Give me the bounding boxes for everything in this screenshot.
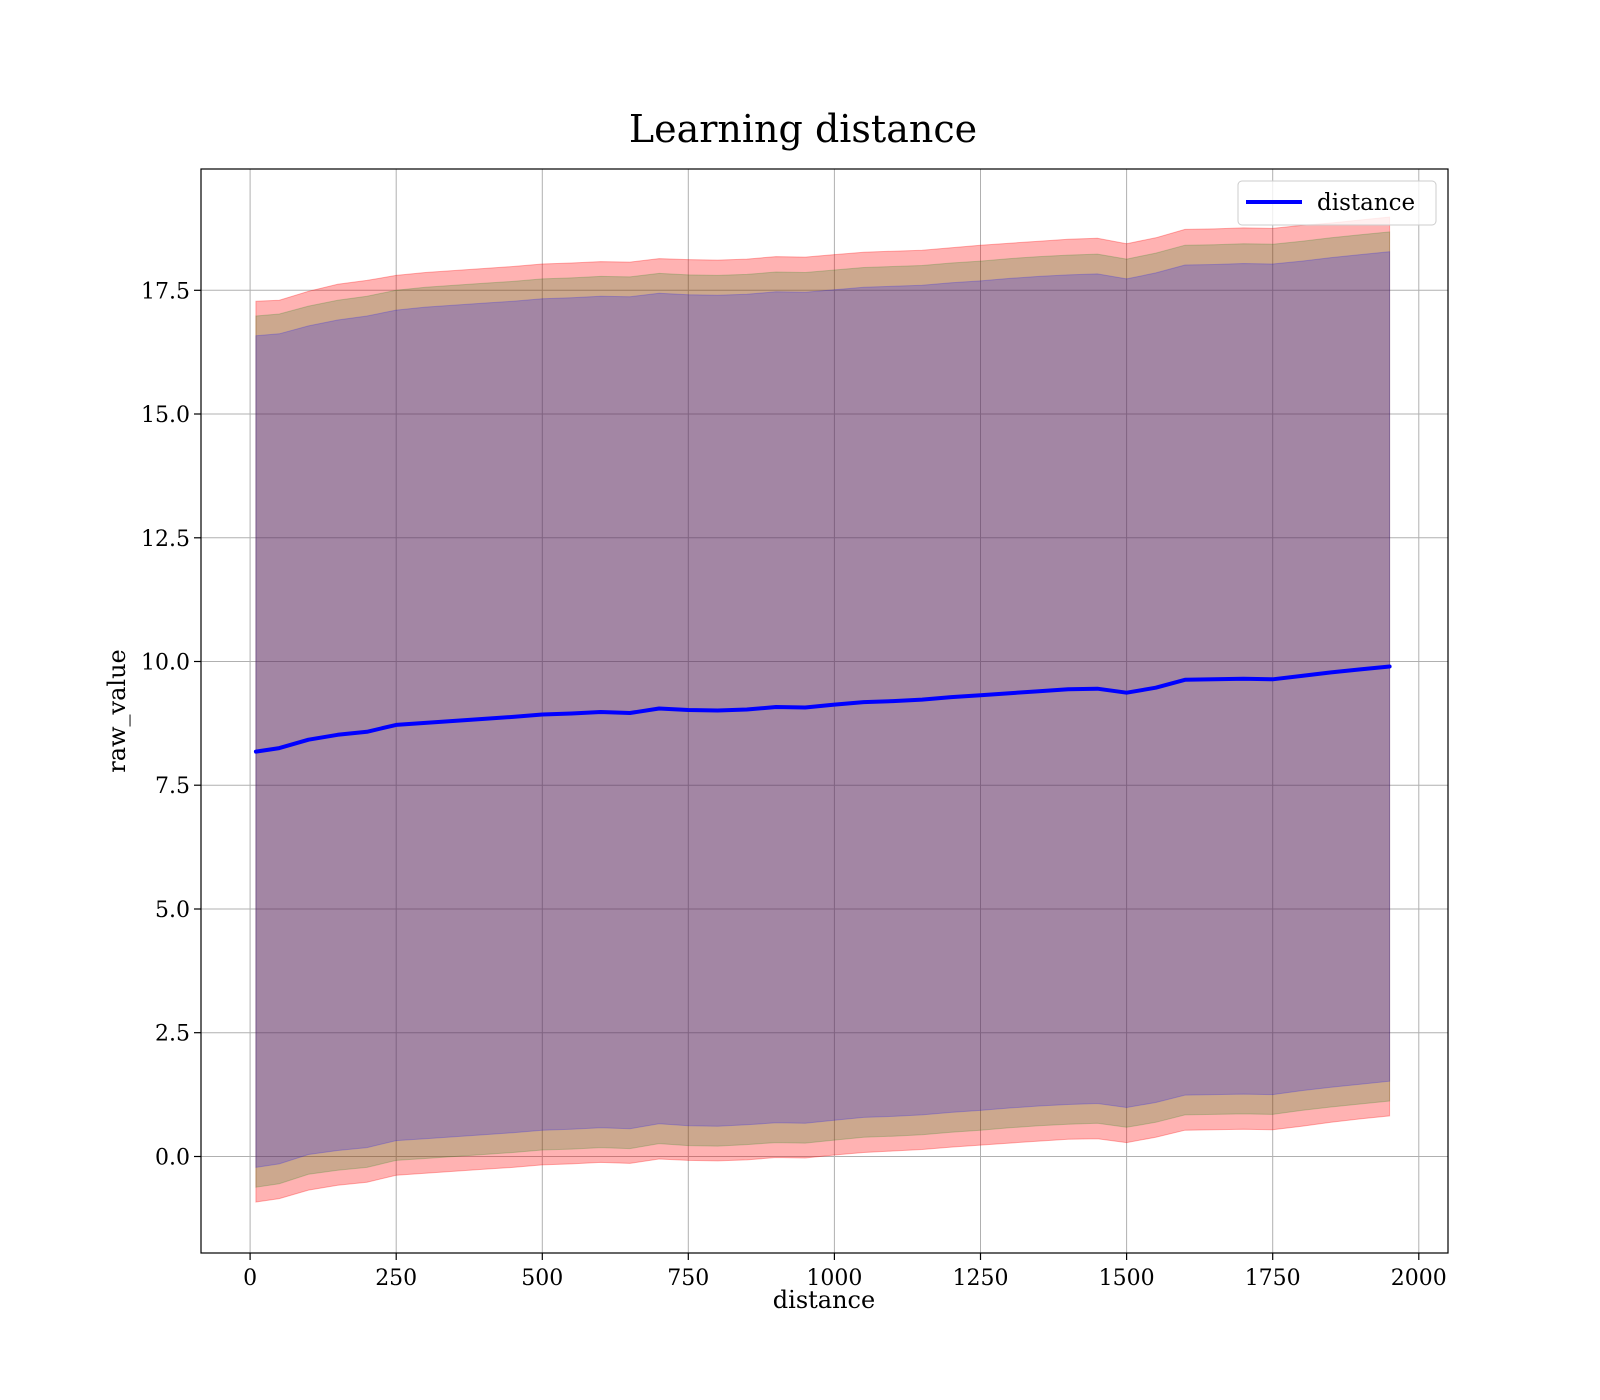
confidence-band [255,231,1391,1188]
x-tick-label: 750 [667,1266,709,1291]
confidence-band [255,216,1391,1203]
confidence-bands [255,216,1391,1203]
legend-label-distance: distance [1317,190,1415,216]
x-tick-label: 0 [243,1266,257,1291]
y-tick-label: 5.0 [155,898,190,923]
y-tick-label: 2.5 [155,1022,190,1047]
y-tick-label: 0.0 [155,1146,190,1171]
plot-frame [200,168,1449,1254]
x-tick-label: 1500 [1099,1266,1155,1291]
x-tick-label: 250 [375,1266,417,1291]
y-tick-label: 7.5 [155,774,190,799]
y-tick-label: 15.0 [141,403,190,428]
legend-box [1237,180,1437,226]
axis-ticks: 0 250 500 750 1000 1250 1500 1750 2000 0.0 2.5 5.0 7… [141,279,1447,1291]
y-axis-label: raw_value [103,649,131,773]
y-tick-label: 17.5 [141,279,190,304]
x-tick-label: 500 [521,1266,563,1291]
legend: distance [1237,180,1437,226]
series-lines [253,664,1392,754]
x-tick-label: 1000 [806,1266,862,1291]
series-line-distance [253,664,1392,754]
grid [201,169,1448,1253]
x-axis-label: distance [773,1286,875,1314]
x-tick-label: 2000 [1391,1266,1447,1291]
y-tick-label: 10.0 [141,651,190,676]
x-tick-label: 1250 [953,1266,1009,1291]
confidence-band [255,251,1391,1168]
x-tick-label: 1750 [1245,1266,1301,1291]
y-tick-label: 12.5 [141,527,190,552]
chart-title: Learning distance [629,107,977,151]
